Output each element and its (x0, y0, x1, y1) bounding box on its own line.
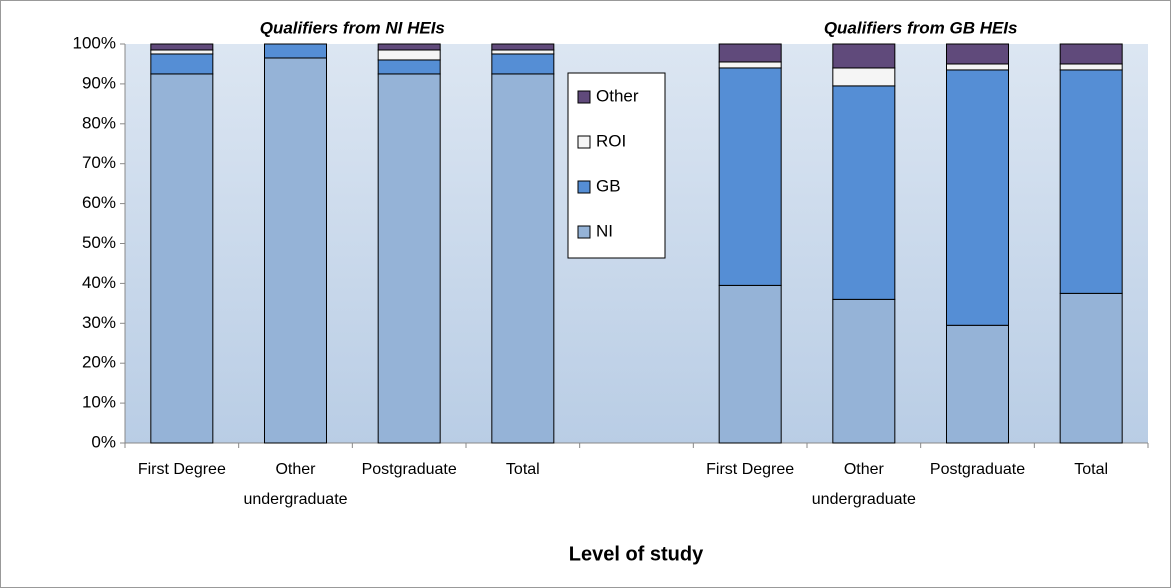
bar-segment (264, 43, 327, 59)
x-tick-label: Total (1074, 461, 1108, 478)
annotation: Qualifiers from GB HEIs (824, 18, 1018, 37)
bar-segment (1059, 63, 1123, 71)
legend-swatch (577, 225, 591, 239)
legend-label: Other (596, 86, 639, 105)
legend-label: ROI (596, 131, 626, 150)
legend-swatch (577, 90, 591, 104)
bar-segment (832, 43, 896, 69)
x-tick-label: Other undergraduate (243, 461, 347, 508)
bar-segment (264, 57, 327, 444)
legend: Other ROI GB NI (567, 72, 666, 259)
bar-segment (718, 67, 782, 286)
bar-segment (491, 49, 555, 55)
bar-segment (377, 59, 441, 75)
legend-label: NI (596, 221, 613, 240)
bar-segment (377, 43, 441, 51)
y-tick-label: 100% (73, 33, 116, 52)
bar-segment (946, 69, 1009, 326)
x-tick-label: First Degree (138, 461, 226, 478)
x-axis-label: Level of study (569, 543, 704, 565)
legend-swatch (577, 135, 591, 149)
y-tick-label: 60% (82, 193, 116, 212)
bar-segment (491, 73, 555, 444)
x-tick-label: Postgraduate (930, 461, 1025, 478)
y-tick-label: 30% (82, 313, 116, 332)
bar-segment (718, 43, 782, 63)
y-tick-label: 70% (82, 153, 116, 172)
y-tick-label: 90% (82, 73, 116, 92)
x-tick-label: First Degree (706, 461, 794, 478)
bar-segment (491, 53, 555, 75)
legend-label: GB (596, 176, 621, 195)
bar-segment (832, 298, 896, 444)
bar-segment (377, 73, 441, 444)
y-tick-label: 20% (82, 353, 116, 372)
x-tick-label: Total (506, 461, 540, 478)
bar-segment (150, 43, 214, 51)
bar-segment (150, 73, 214, 444)
bar-segment (718, 284, 782, 444)
y-tick-label: 10% (82, 393, 116, 412)
bar-segment (1059, 43, 1123, 65)
bar-segment (1059, 292, 1123, 444)
bar-segment (832, 85, 896, 300)
x-tick-label: Postgraduate (362, 461, 457, 478)
annotation: Qualifiers from NI HEIs (260, 18, 445, 37)
y-tick-label: 80% (82, 113, 116, 132)
bar-segment (150, 49, 214, 55)
bar-segment (1059, 69, 1123, 294)
bar-segment (832, 67, 896, 87)
y-tick-label: 40% (82, 273, 116, 292)
bar-segment (718, 61, 782, 69)
bar-segment (946, 63, 1009, 71)
y-tick-label: 50% (82, 233, 116, 252)
bar-segment (946, 324, 1009, 444)
bar-segment (377, 49, 441, 61)
bar-segment (491, 43, 555, 51)
bar-segment (946, 43, 1009, 65)
legend-swatch (577, 180, 591, 194)
x-tick-label: Other undergraduate (812, 461, 916, 508)
bar-segment (150, 53, 214, 75)
y-tick-label: 0% (91, 432, 116, 451)
